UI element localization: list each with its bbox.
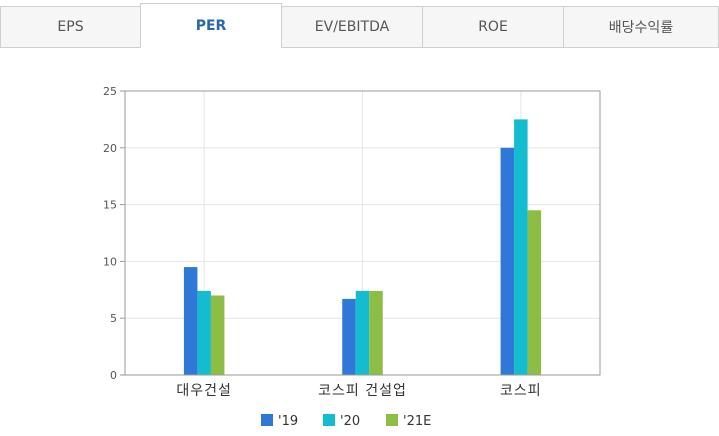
bar-2-1 [197,290,211,375]
bar-1-2 [342,298,356,375]
bar-2-2 [355,290,370,375]
bar-2-3 [514,119,528,376]
x-tick-label: 대우건설 [176,383,232,399]
bar-3-3 [527,210,542,375]
legend-label-2: '20 [340,414,360,429]
y-tick-label: 15 [103,199,117,212]
tab-eps[interactable]: EPS [0,6,141,48]
legend-swatch-3 [386,414,398,426]
y-tick-label: 0 [110,369,117,382]
legend-swatch-2 [323,414,335,426]
plot-frame [124,90,601,376]
tab-roe[interactable]: ROE [422,6,564,48]
x-tick-label: 코스피 건설업 [318,383,407,399]
tab-dividend-yield[interactable]: 배당수익률 [563,6,719,48]
bar-3-1 [210,295,225,375]
bar-1-3 [500,147,515,375]
y-tick-label: 10 [103,255,117,268]
bar-3-2 [369,290,383,375]
bar-1-1 [183,267,198,375]
y-tick-label: 20 [103,142,117,155]
tab-bar: EPS PER EV/EBITDA ROE 배당수익률 [0,0,719,48]
y-tick-label: 5 [110,312,117,325]
legend-label-1: '19 [278,414,298,429]
tab-per[interactable]: PER [140,3,282,48]
legend-swatch-1 [261,414,273,426]
tab-ev-ebitda[interactable]: EV/EBITDA [281,6,423,48]
y-tick-label: 25 [103,85,117,98]
x-tick-label: 코스피 [500,383,542,399]
legend-label-3: '21E [403,414,431,429]
